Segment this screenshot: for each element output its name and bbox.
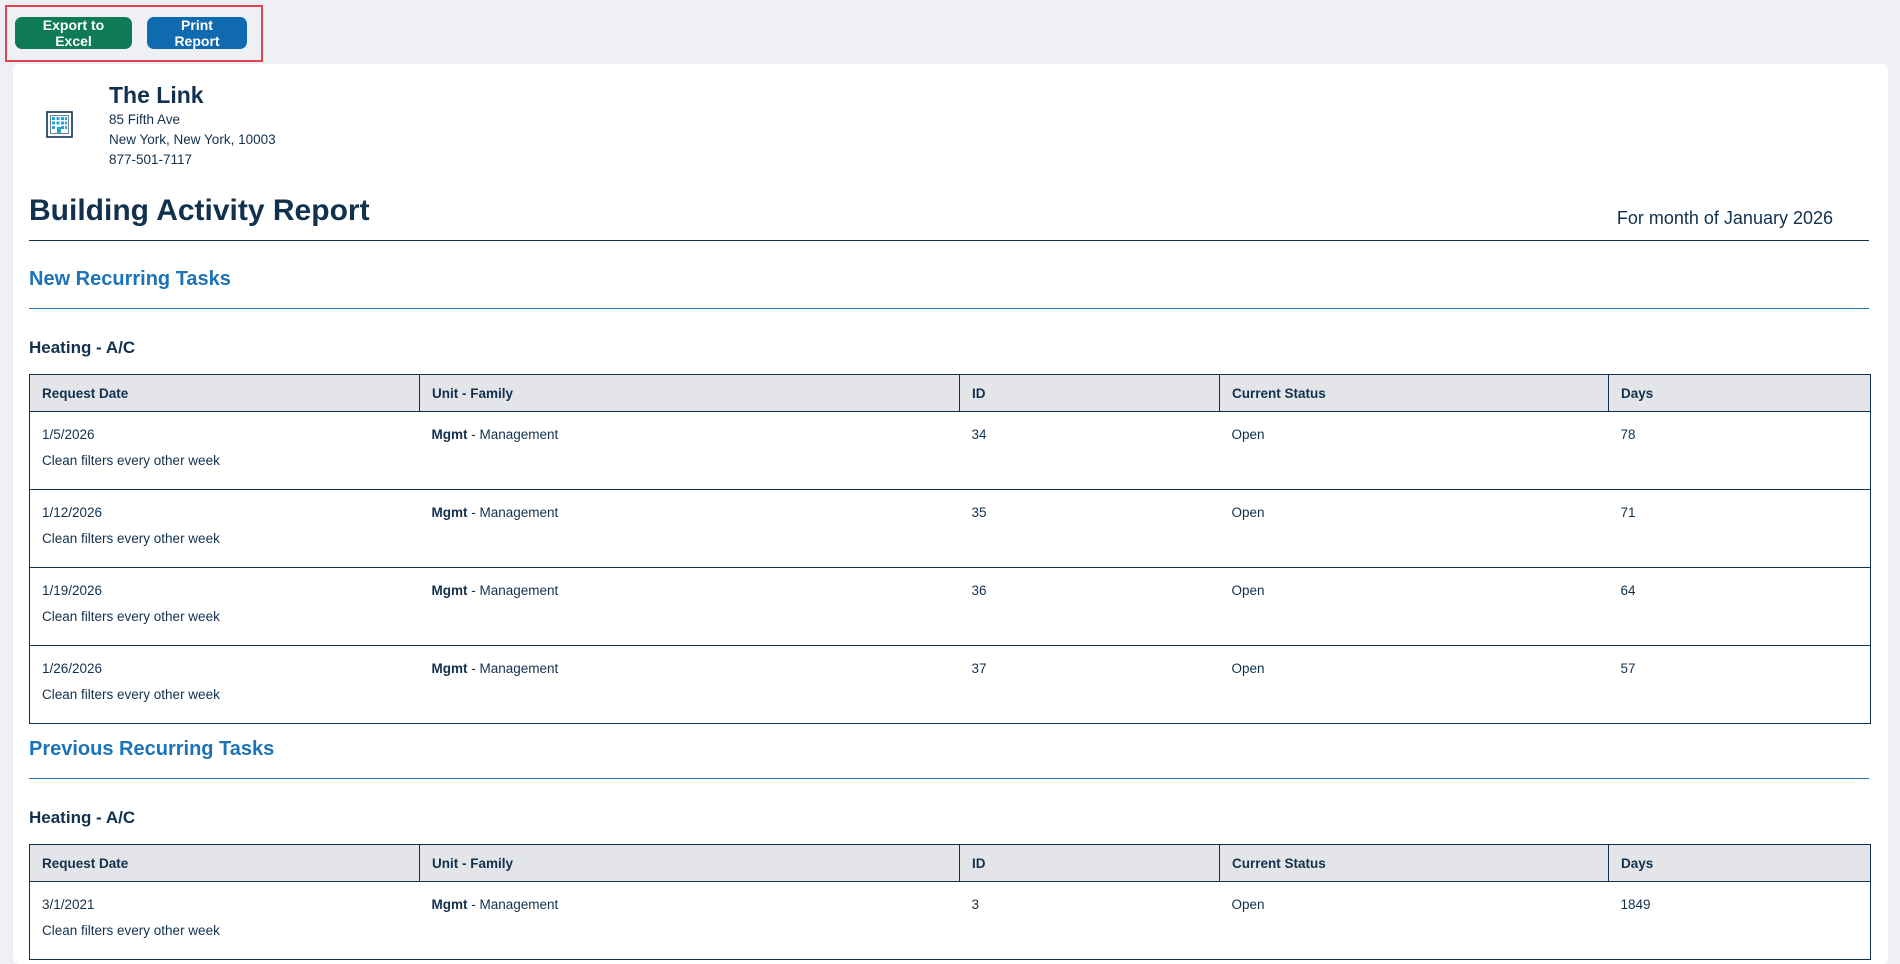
column-header: Unit - Family xyxy=(419,844,960,882)
task-description: Clean filters every other week xyxy=(42,609,220,624)
task-id: 37 xyxy=(971,660,987,676)
unit-name: - Management xyxy=(467,896,559,912)
request-date: 1/26/2026 xyxy=(42,660,103,676)
table-row: 1/5/2026 Mgmt - Management 34 Open 78 xyxy=(30,412,1871,453)
task-description: Clean filters every other week xyxy=(42,531,220,546)
print-report-button[interactable]: Print Report xyxy=(147,17,247,49)
request-date: 1/19/2026 xyxy=(42,582,103,598)
section-divider xyxy=(29,308,1869,309)
unit-family: Mgmt - Management xyxy=(420,412,960,453)
unit-family: Mgmt - Management xyxy=(420,568,960,609)
building-address-line1: 85 Fifth Ave xyxy=(109,112,181,127)
days-open: 1849 xyxy=(1620,896,1651,912)
new-tasks-table: Request Date Unit - Family ID Current St… xyxy=(29,374,1871,724)
unit-name: - Management xyxy=(467,660,559,676)
table-row: 3/1/2021 Mgmt - Management 3 Open 1849 xyxy=(30,882,1871,923)
task-id: 3 xyxy=(971,896,980,912)
report-panel: The Link 85 Fifth Ave New York, New York… xyxy=(13,64,1888,964)
building-address-line2: New York, New York, 10003 xyxy=(109,132,276,147)
table-row: 1/26/2026 Mgmt - Management 37 Open 57 xyxy=(30,646,1871,687)
request-date: 1/5/2026 xyxy=(42,426,95,442)
unit-name: - Management xyxy=(467,582,559,598)
current-status: Open xyxy=(1231,660,1265,676)
current-status: Open xyxy=(1231,896,1265,912)
task-description: Clean filters every other week xyxy=(42,453,220,468)
export-to-excel-button[interactable]: Export to Excel xyxy=(15,17,132,49)
section-title-previous: Previous Recurring Tasks xyxy=(29,738,275,760)
request-date: 1/12/2026 xyxy=(42,504,103,520)
unit-name: - Management xyxy=(467,426,559,442)
report-month: For month of January 2026 xyxy=(1616,208,1833,228)
unit-code: Mgmt xyxy=(431,582,468,598)
current-status: Open xyxy=(1231,504,1265,520)
column-header: Current Status xyxy=(1219,844,1609,882)
section-divider xyxy=(29,778,1869,779)
unit-code: Mgmt xyxy=(431,896,468,912)
table-row: 1/19/2026 Mgmt - Management 36 Open 64 xyxy=(30,568,1871,609)
building-icon xyxy=(46,111,73,138)
section-title-new: New Recurring Tasks xyxy=(29,268,231,290)
building-name: The Link xyxy=(109,82,204,108)
current-status: Open xyxy=(1231,426,1265,442)
table-row: 1/12/2026 Mgmt - Management 35 Open 71 xyxy=(30,490,1871,531)
toolbar-highlight: Export to Excel Print Report xyxy=(5,5,263,62)
table-row-description: Clean filters every other week xyxy=(29,530,1871,568)
column-header: Days xyxy=(1608,844,1871,882)
unit-family: Mgmt - Management xyxy=(420,490,960,531)
task-description: Clean filters every other week xyxy=(42,687,220,702)
days-open: 71 xyxy=(1620,504,1636,520)
column-header: Days xyxy=(1608,374,1871,412)
previous-tasks-table: Request Date Unit - Family ID Current St… xyxy=(29,844,1871,960)
table-row-description: Clean filters every other week xyxy=(29,686,1871,724)
days-open: 57 xyxy=(1620,660,1636,676)
unit-family: Mgmt - Management xyxy=(420,882,960,923)
current-status: Open xyxy=(1231,582,1265,598)
table-row-description: Clean filters every other week xyxy=(29,608,1871,646)
days-open: 64 xyxy=(1620,582,1636,598)
column-header: Current Status xyxy=(1219,374,1609,412)
group-title-previous: Heating - A/C xyxy=(29,808,136,827)
task-id: 36 xyxy=(971,582,987,598)
table-header-row: Request Date Unit - Family ID Current St… xyxy=(29,374,1871,412)
unit-name: - Management xyxy=(467,504,559,520)
column-header: ID xyxy=(959,844,1220,882)
table-row-description: Clean filters every other week xyxy=(29,452,1871,490)
column-header: ID xyxy=(959,374,1220,412)
report-title: Building Activity Report xyxy=(29,194,370,227)
unit-code: Mgmt xyxy=(431,660,468,676)
title-divider xyxy=(29,240,1869,241)
table-row-description: Clean filters every other week xyxy=(29,922,1871,960)
task-description: Clean filters every other week xyxy=(42,923,220,938)
unit-code: Mgmt xyxy=(431,504,468,520)
request-date: 3/1/2021 xyxy=(42,896,95,912)
days-open: 78 xyxy=(1620,426,1636,442)
column-header: Request Date xyxy=(29,844,420,882)
column-header: Request Date xyxy=(29,374,420,412)
unit-code: Mgmt xyxy=(431,426,468,442)
task-id: 34 xyxy=(971,426,987,442)
building-phone: 877-501-7117 xyxy=(109,152,193,167)
group-title-new: Heating - A/C xyxy=(29,338,136,357)
table-header-row: Request Date Unit - Family ID Current St… xyxy=(29,844,1871,882)
task-id: 35 xyxy=(971,504,987,520)
unit-family: Mgmt - Management xyxy=(420,646,960,687)
column-header: Unit - Family xyxy=(419,374,960,412)
